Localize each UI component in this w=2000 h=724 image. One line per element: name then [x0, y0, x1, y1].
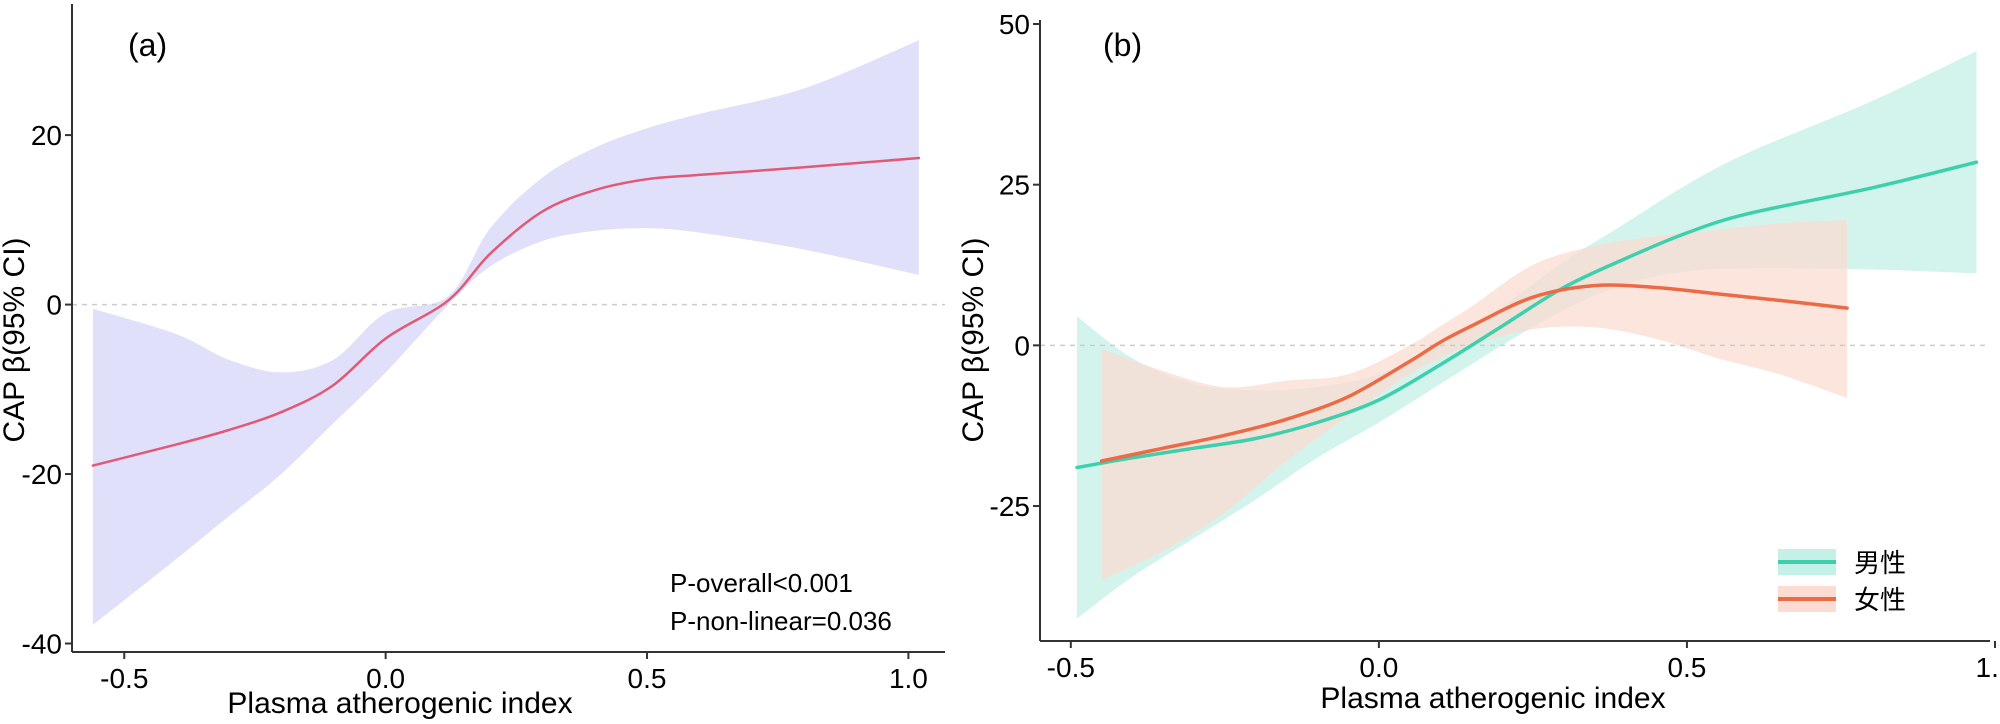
panel-a-y-tick-label: 20 [31, 120, 62, 151]
panel-a-x-tick-label: 0.5 [628, 663, 667, 694]
panel-a-label: (a) [128, 27, 167, 63]
legend-label-male: 男性 [1854, 549, 1906, 579]
panel-a-x-tick-label: 0.0 [366, 663, 405, 694]
panel-a-series-line-0 [91, 156, 921, 467]
panel-b-y-tick-label: 0 [1014, 330, 1030, 361]
panel-b-x-tick-label: 0.0 [1359, 652, 1398, 683]
panel-b-ci-bands [1077, 51, 1977, 619]
panel-a-p-overall: P-overall<0.001 [670, 568, 853, 598]
panel-b-x-tick-label: 0.5 [1667, 652, 1706, 683]
panel-a-y-tick-label: 0 [46, 290, 62, 321]
panel-a-series-lines [91, 156, 921, 467]
panel-b-series-lines [1075, 160, 1979, 470]
panel-a-x-tick-label: 1.0 [889, 663, 928, 694]
panel-b-x-ticks: -0.5 0.0 0.5 1.0 [1047, 641, 2000, 683]
panel-b-y-axis-title: CAP β(95% CI) [957, 237, 990, 442]
panel-b-series-line-0 [1075, 160, 1979, 470]
panel-b-x-axis-title: Plasma atherogenic index [1320, 682, 1665, 715]
panel-a-ci-band-0 [92, 40, 919, 625]
panel-b-legend: 男性 女性 [1778, 549, 1906, 616]
panel-b-y-ticks: -25 0 25 50 [990, 9, 1040, 522]
panel-a-y-axis-title: CAP β(95% CI) [0, 237, 31, 442]
panel-b-x-tick-label: 1.0 [1976, 652, 2000, 683]
panel-b-label: (b) [1103, 27, 1142, 63]
panel-a-x-tick-label: -0.5 [100, 663, 148, 694]
panel-a-ci-bands [92, 40, 919, 625]
panel-b-y-tick-label: 50 [999, 9, 1030, 40]
panel-a: -0.5 0.0 0.5 1.0 -40 -20 0 20 (a) Plasma ather… [0, 4, 945, 720]
panel-a-y-tick-label: -20 [22, 459, 62, 490]
panel-b: -0.5 0.0 0.5 1.0 -25 0 25 50 (b) Plasma athero… [957, 9, 2000, 715]
panel-b-y-tick-label: -25 [990, 491, 1030, 522]
legend-label-female: 女性 [1854, 586, 1906, 616]
panel-b-y-tick-label: 25 [999, 170, 1030, 201]
panel-a-y-ticks: -40 -20 0 20 [22, 120, 72, 660]
panel-b-ci-band-0 [1077, 51, 1977, 619]
panel-a-x-axis-title: Plasma atherogenic index [227, 687, 572, 720]
panel-a-y-tick-label: -40 [22, 629, 62, 660]
panel-a-p-nonlinear: P-non-linear=0.036 [670, 606, 892, 636]
panel-b-ci-band-1 [1101, 220, 1848, 580]
panel-b-series-line-1 [1099, 283, 1849, 463]
panel-b-x-tick-label: -0.5 [1047, 652, 1095, 683]
panel-a-x-ticks: -0.5 0.0 0.5 1.0 [100, 652, 928, 694]
